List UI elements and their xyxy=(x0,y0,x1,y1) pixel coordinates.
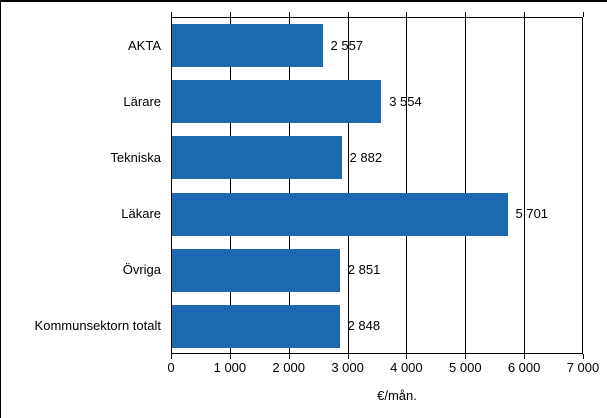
gridline xyxy=(229,17,231,354)
gridline xyxy=(465,17,467,354)
tick-mark xyxy=(171,12,172,17)
category-label: AKTA xyxy=(128,37,161,53)
x-tick-label: 1 000 xyxy=(213,360,247,375)
x-tick-label: 3 000 xyxy=(331,360,364,375)
category-label: Tekniska xyxy=(110,149,161,165)
tick-mark xyxy=(465,354,467,359)
x-tick-label: 7 000 xyxy=(566,360,600,375)
category-label: Läkare xyxy=(121,206,161,221)
bar-value-label: 2 848 xyxy=(347,318,381,334)
x-tick-label: 5 000 xyxy=(449,360,482,375)
bar-value-label: 2 557 xyxy=(330,37,364,53)
tick-mark xyxy=(229,12,231,17)
category-label: Kommunsektorn totalt xyxy=(34,318,161,334)
gridline xyxy=(288,17,290,354)
gridline xyxy=(524,17,526,354)
tick-mark xyxy=(288,12,290,17)
bar-value-label: 2 851 xyxy=(347,262,381,278)
gridline xyxy=(406,17,408,354)
tick-mark xyxy=(406,12,408,17)
tick-mark xyxy=(465,12,467,17)
tick-mark xyxy=(406,354,408,359)
tick-mark xyxy=(583,12,584,17)
plot-area xyxy=(171,17,583,354)
bar-value-label: 3 554 xyxy=(389,93,422,109)
bar xyxy=(172,136,342,180)
bar xyxy=(172,304,340,348)
category-label: Lärare xyxy=(123,93,161,109)
x-tick-label: 6 000 xyxy=(507,360,541,375)
tick-mark xyxy=(524,12,526,17)
x-axis-title: €/mån. xyxy=(377,388,417,403)
tick-mark xyxy=(288,354,290,359)
gridline xyxy=(347,17,349,354)
tick-mark xyxy=(347,354,349,359)
bar xyxy=(172,24,323,67)
tick-mark xyxy=(524,354,526,359)
tick-mark xyxy=(583,354,584,359)
bar xyxy=(172,248,340,292)
bar-value-label: 5 701 xyxy=(515,206,549,221)
category-label: Övriga xyxy=(122,262,161,278)
bar xyxy=(172,80,382,124)
x-tick-label: 4 000 xyxy=(390,360,423,375)
bar-value-label: 2 882 xyxy=(349,149,383,165)
bar xyxy=(172,192,508,236)
tick-mark xyxy=(171,354,172,359)
tick-mark xyxy=(229,354,231,359)
x-tick-label: 2 000 xyxy=(272,360,305,375)
x-tick-label: 0 xyxy=(167,360,175,375)
tick-mark xyxy=(347,12,349,17)
